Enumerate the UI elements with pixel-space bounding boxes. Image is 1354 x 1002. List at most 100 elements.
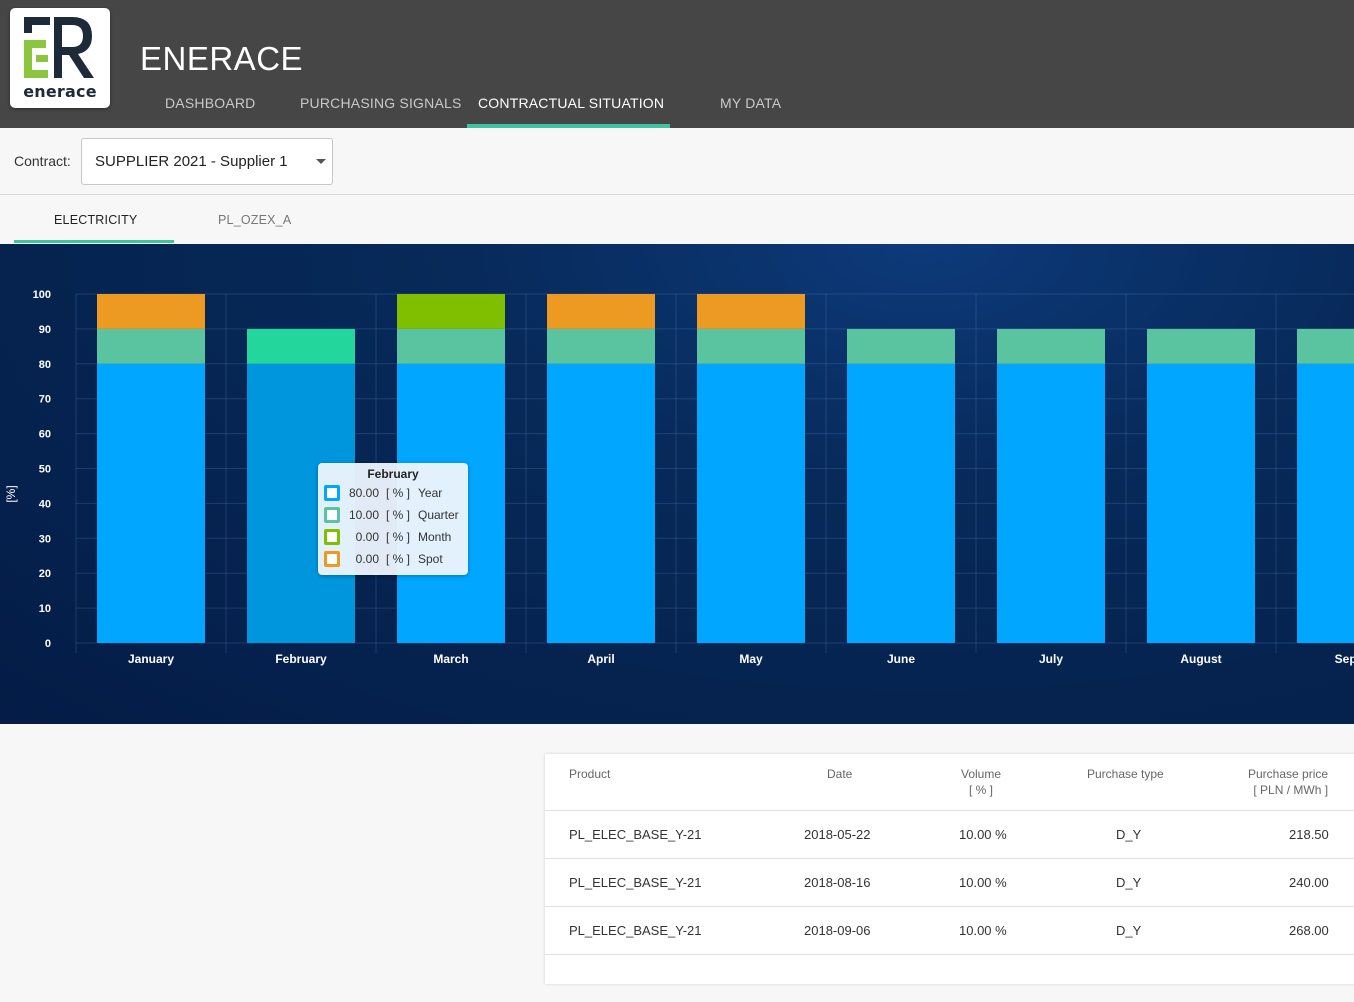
column-header-volume[interactable]: Volume [ % ] (961, 766, 1001, 798)
tab-pl-ozex-a[interactable]: PL_OZEX_A (218, 213, 292, 227)
bar-segment-quarter (397, 328, 505, 364)
header-unit: [ % ] (969, 783, 994, 797)
tooltip-series-name: Year (418, 486, 443, 500)
cell-product: PL_ELEC_BASE_Y-21 (569, 875, 702, 890)
tooltip-unit: [ % ] (386, 530, 411, 544)
nav-contractual-situation[interactable]: CONTRACTUAL SITUATION (478, 95, 665, 111)
bar-segment-year (1147, 363, 1255, 643)
tooltip-series-name: Quarter (418, 508, 459, 522)
bar-segment-year (97, 363, 205, 643)
cell-product: PL_ELEC_BASE_Y-21 (569, 923, 702, 938)
y-tick-label: 10 (39, 603, 51, 615)
cell-purchase-price: 240.00 (1289, 875, 1329, 890)
cell-purchase-type: D_Y (1116, 923, 1142, 938)
app-header: enerace ENERACE DASHBOARD PURCHASING SIG… (0, 0, 1354, 128)
table-row[interactable] (545, 954, 1354, 1002)
enerace-logo[interactable]: enerace (10, 8, 110, 108)
tab-active-indicator (14, 240, 174, 243)
tooltip-value: 80.00 (348, 486, 379, 500)
x-tick-label: April (587, 652, 614, 666)
commodity-tabs: ELECTRICITY PL_OZEX_A (0, 196, 1354, 244)
x-tick-label: July (1039, 652, 1063, 666)
contract-bar: Contract: SUPPLIER 2021 - Supplier 1 (0, 128, 1354, 195)
bar-segment-quarter (997, 328, 1105, 364)
cell-date: 2018-05-22 (804, 827, 871, 842)
y-tick-label: 40 (39, 498, 51, 510)
bar-segment-quarter (1147, 328, 1255, 364)
y-tick-label: 60 (39, 429, 51, 441)
contract-select[interactable]: SUPPLIER 2021 - Supplier 1 (81, 138, 333, 185)
header-label: Product (569, 767, 611, 781)
y-tick-label: 20 (39, 568, 51, 580)
logo-wordmark: enerace (23, 82, 97, 101)
bar-segment-quarter (847, 328, 955, 364)
x-tick-label: Septe (1335, 652, 1354, 666)
cell-product: PL_ELEC_BASE_Y-21 (569, 827, 702, 842)
tooltip-unit: [ % ] (386, 486, 411, 500)
tooltip-title: February (367, 467, 419, 481)
bar-segment-quarter (547, 328, 655, 364)
cell-volume: 10.00 % (959, 827, 1007, 842)
column-header-purchase-type[interactable]: Purchase type (1087, 766, 1164, 782)
cell-purchase-price: 268.00 (1289, 923, 1329, 938)
tooltip-unit: [ % ] (386, 552, 411, 566)
purchase-structure-chart: 0 10 20 30 40 50 60 70 80 90 100 [%] January February… (0, 244, 1354, 724)
cell-date: 2018-09-06 (804, 923, 871, 938)
logo-mark-icon (24, 17, 94, 78)
x-tick-label: January (128, 652, 174, 666)
bar-segment-quarter (247, 328, 355, 364)
quarter-swatch-icon (324, 507, 340, 523)
header-unit: [ PLN / MWh ] (1253, 783, 1329, 797)
chevron-down-icon (316, 159, 326, 164)
bar-segment-spot (97, 294, 205, 329)
bar-segment-spot (697, 294, 805, 329)
bar-segment-quarter (1297, 328, 1354, 364)
header-label: Date (827, 767, 853, 781)
tooltip-unit: [ % ] (386, 508, 411, 522)
tooltip-series-name: Month (418, 530, 452, 544)
nav-my-data[interactable]: MY DATA (720, 95, 782, 111)
column-header-purchase-price[interactable]: Purchase price [ PLN / MWh ] (1248, 766, 1328, 798)
cell-purchase-type: D_Y (1116, 875, 1142, 890)
column-header-date[interactable]: Date (827, 766, 852, 782)
y-tick-label: 0 (45, 638, 51, 650)
chart-tooltip: February 80.00 [ % ] Year 10.00 [ % ] Qu… (318, 463, 468, 575)
table-row[interactable]: PL_ELEC_BASE_Y-21 2018-08-16 10.00 % D_Y… (545, 858, 1354, 906)
month-swatch-icon (324, 529, 340, 545)
spot-swatch-icon (324, 551, 340, 567)
app-title: ENERACE (140, 40, 304, 77)
table-row[interactable]: PL_ELEC_BASE_Y-21 2018-09-06 10.00 % D_Y… (545, 906, 1354, 954)
bar-segment-quarter (97, 328, 205, 364)
bar-segment-year (997, 363, 1105, 643)
bar-segment-year (547, 363, 655, 643)
bar-segment-year (847, 363, 955, 643)
year-swatch-icon (324, 485, 340, 501)
header-label: Purchase type (1087, 767, 1164, 781)
cell-purchase-type: D_Y (1116, 827, 1142, 842)
table-row[interactable]: PL_ELEC_BASE_Y-21 2018-05-22 10.00 % D_Y… (545, 810, 1354, 858)
transactions-table: Product Date Volume [ % ] Purchase type … (545, 754, 1354, 984)
tooltip-value: 10.00 (348, 508, 379, 522)
cell-volume: 10.00 % (959, 923, 1007, 938)
column-header-product[interactable]: Product (569, 766, 610, 782)
nav-dashboard[interactable]: DASHBOARD (165, 95, 256, 111)
cell-volume: 10.00 % (959, 875, 1007, 890)
header-label: Purchase price (1248, 767, 1329, 781)
nav-active-indicator (467, 124, 670, 128)
x-tick-label: June (887, 652, 915, 666)
contract-label: Contract: (14, 153, 71, 169)
bar-segment-spot (547, 294, 655, 329)
x-tick-label: March (433, 652, 468, 666)
y-tick-label: 80 (39, 359, 51, 371)
cell-date: 2018-08-16 (804, 875, 871, 890)
y-tick-label: 50 (39, 464, 51, 476)
y-tick-label: 70 (39, 394, 51, 406)
nav-purchasing-signals[interactable]: PURCHASING SIGNALS (300, 95, 462, 111)
y-tick-label: 100 (33, 289, 51, 301)
cell-purchase-price: 218.50 (1289, 827, 1329, 842)
tooltip-series-name: Spot (418, 552, 443, 566)
tab-electricity[interactable]: ELECTRICITY (54, 213, 138, 227)
bar-segment-month (397, 294, 505, 329)
x-tick-label: August (1180, 652, 1221, 666)
contract-select-value: SUPPLIER 2021 - Supplier 1 (95, 153, 288, 170)
